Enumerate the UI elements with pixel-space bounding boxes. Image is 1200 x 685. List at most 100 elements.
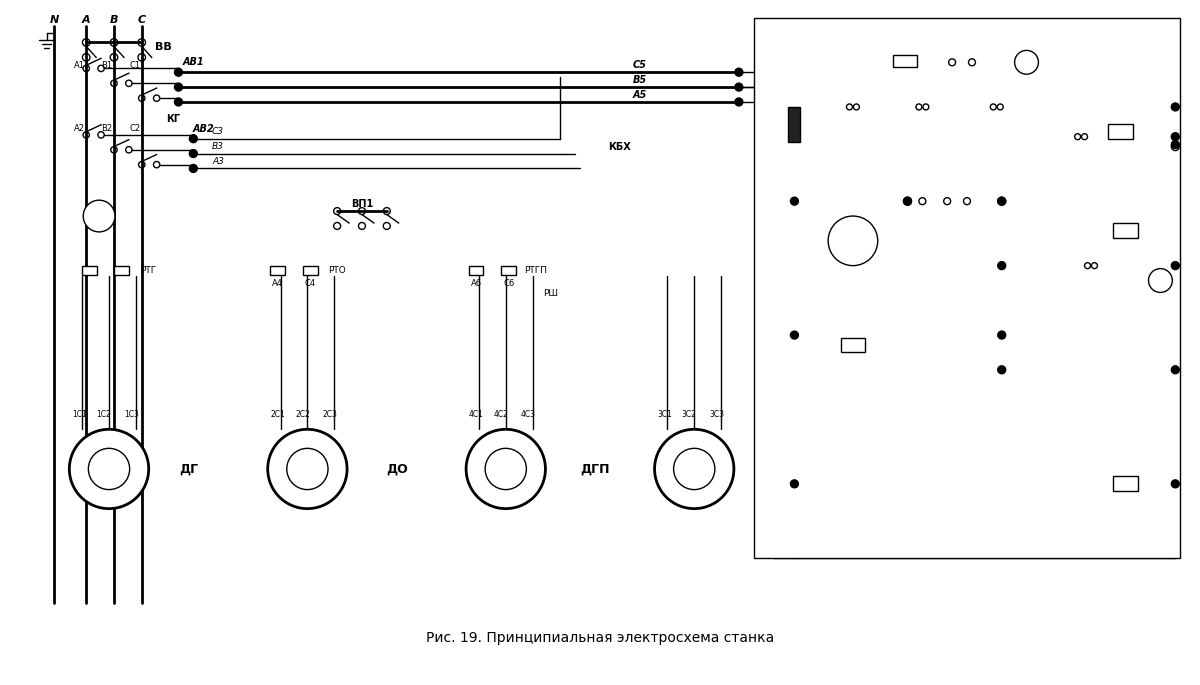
Circle shape [791,197,798,205]
Bar [468,266,484,275]
Text: ДГП: ДГП [581,462,610,475]
Text: C3: C3 [212,127,224,136]
Text: КБХ: КБХ [1146,489,1169,499]
Text: 10: 10 [1094,136,1108,147]
Text: РТГП: РТГП [973,94,1001,104]
Circle shape [904,197,912,205]
Bar [788,107,800,142]
Text: C2: C2 [130,124,140,134]
Circle shape [485,449,527,490]
Text: B2: B2 [102,124,113,134]
Text: B5: B5 [632,75,647,85]
Circle shape [1171,262,1180,270]
Circle shape [287,449,328,490]
Text: Д: Д [1157,276,1164,285]
Circle shape [190,149,197,158]
Text: 4С2: 4С2 [493,410,509,419]
Text: A2: A2 [73,124,85,134]
Text: ДБХ: ДБХ [768,462,799,475]
Text: N: N [50,14,59,25]
Text: A5: A5 [632,90,647,100]
Circle shape [268,429,347,509]
Text: А6: А6 [470,279,481,288]
Text: КГ: КГ [1144,127,1158,137]
Text: 12: 12 [778,372,790,382]
Circle shape [174,83,182,91]
Bar [114,266,130,275]
Circle shape [997,197,1006,205]
Circle shape [997,331,1006,339]
Text: С6: С6 [503,279,515,288]
Text: РТО: РТО [329,266,346,275]
Text: РВ: РВ [1074,246,1088,256]
Circle shape [997,197,1006,205]
Text: А4: А4 [272,279,283,288]
Text: 2С1: 2С1 [270,410,286,419]
Text: 6: 6 [949,110,955,120]
Text: РТО: РТО [832,94,854,104]
Bar [1114,476,1138,491]
Circle shape [791,480,798,488]
Bar [302,266,318,275]
Circle shape [174,68,182,76]
Text: ВВ: ВВ [155,42,172,53]
Text: 3С2: 3С2 [682,410,697,419]
Text: 14: 14 [762,136,775,147]
Circle shape [734,98,743,106]
Circle shape [174,98,182,106]
Text: ВП1: ВП1 [350,199,373,209]
Text: РШ: РШ [542,289,558,298]
Bar [502,266,516,275]
Circle shape [1148,269,1172,292]
Circle shape [904,197,912,205]
Text: ТП: ТП [796,54,811,64]
Text: 1: 1 [913,60,918,68]
Circle shape [1171,133,1180,140]
Text: 13: 13 [857,51,869,60]
Bar [1109,124,1133,139]
Text: КГ: КГ [846,325,860,335]
Text: ЛМО: ЛМО [1014,40,1039,51]
Text: 4: 4 [774,189,780,199]
Text: ДО: ДО [385,462,408,475]
Text: 3С1: 3С1 [658,410,672,419]
Text: 1С2: 1С2 [97,410,112,419]
Text: КВ: КВ [965,182,979,191]
Circle shape [997,262,1006,270]
Circle shape [190,135,197,142]
Text: AB1: AB1 [182,58,204,67]
Bar [840,338,865,352]
Text: РВ: РВ [1064,147,1079,157]
Circle shape [190,164,197,173]
Text: 5: 5 [880,110,886,120]
Text: 1С3: 1С3 [125,410,139,419]
Bar [893,55,918,67]
Text: ДГ: ДГ [179,462,198,475]
Text: 8: 8 [910,189,916,199]
Circle shape [1171,366,1180,374]
Text: 4С1: 4С1 [468,410,484,419]
Text: 7: 7 [1164,142,1170,151]
Text: Рис. 19. Принципиальная электросхема станка: Рис. 19. Принципиальная электросхема ста… [426,631,774,645]
Circle shape [1171,103,1180,111]
Circle shape [654,429,734,509]
Text: A3: A3 [212,157,224,166]
Text: 11: 11 [1001,189,1013,199]
Text: КБХ: КБХ [608,142,631,151]
Circle shape [466,429,546,509]
Bar [754,18,1181,558]
Text: A: A [96,211,102,221]
Text: B: B [109,14,119,25]
Circle shape [1171,480,1180,488]
Bar [1114,223,1138,238]
Text: A1: A1 [73,61,85,70]
Text: B1: B1 [102,61,113,70]
Bar [270,266,286,275]
Text: РВ: РВ [1150,226,1165,236]
Text: РТГ: РТГ [902,94,923,104]
Circle shape [734,83,743,91]
Circle shape [734,68,743,76]
Text: B3: B3 [212,142,224,151]
Text: 2: 2 [959,65,965,74]
Circle shape [83,200,115,232]
